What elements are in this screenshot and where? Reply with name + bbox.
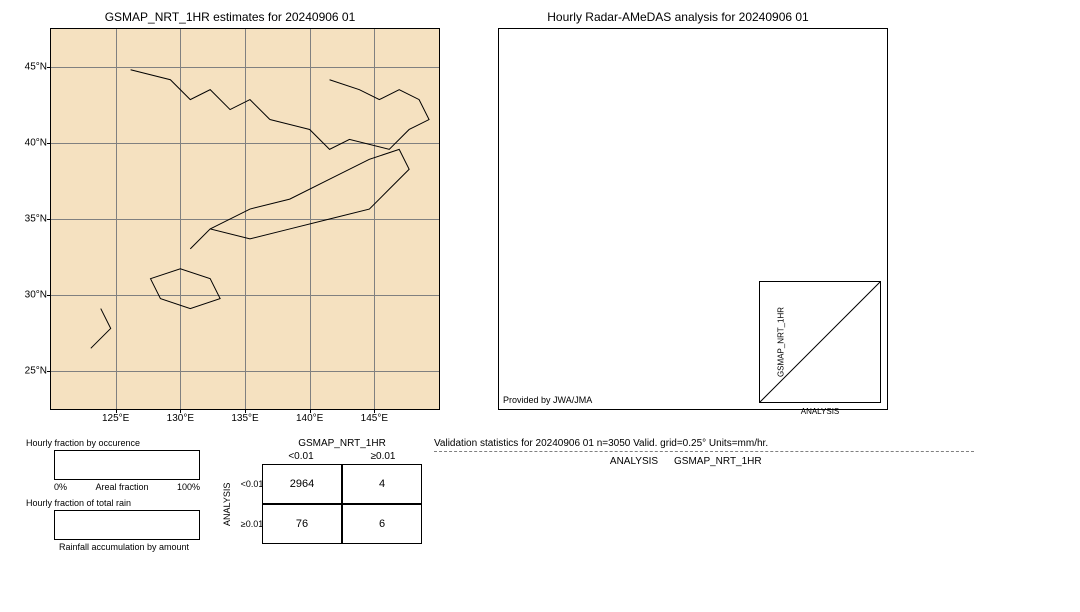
cont-cell-00: 2964 [262,464,342,504]
right-map-panel: Hourly Radar-AMeDAS analysis for 2024090… [458,10,898,430]
validation-left-table: ANALYSIS GSMAP_NRT_1HR [434,454,754,469]
contingency-xlabel: GSMAP_NRT_1HR [262,438,422,449]
validation-panel: Validation statistics for 20240906 01 n=… [434,438,974,598]
left-map-panel: GSMAP_NRT_1HR estimates for 20240906 01 … [10,10,450,430]
bar-charts-panel: Hourly fraction by occurence 0% Areal fr… [10,438,210,598]
right-map-title: Hourly Radar-AMeDAS analysis for 2024090… [458,10,898,24]
inset-xlabel: ANALYSIS [801,407,840,416]
total-caption: Rainfall accumulation by amount [10,542,210,552]
validation-scores [762,454,962,469]
lon-label: 125°E [102,413,129,424]
colorbar-panel [906,10,1006,430]
val-col-gsmap: GSMAP_NRT_1HR [674,454,754,469]
lat-label: 35°N [25,214,47,225]
val-col-analysis: ANALYSIS [594,454,674,469]
right-map-area: GSMAP_NRT_1HR ANALYSIS Provided by JWA/J… [498,28,888,410]
lat-label: 45°N [25,62,47,73]
left-map-area: 25°N30°N35°N40°N45°N125°E130°E135°E140°E… [50,28,440,410]
lon-label: 145°E [361,413,388,424]
lon-label: 140°E [296,413,323,424]
occ-tick-left: 0% [54,482,67,492]
contingency-ylabel: ANALYSIS [222,464,242,544]
colorbar [906,34,926,414]
validation-divider [434,451,974,452]
cont-col-0: <0.01 [262,451,340,462]
contingency-table: ANALYSIS <0.01 2964 4 ≥0.01 76 6 [222,464,422,544]
occurence-axis: 0% Areal fraction 100% [54,482,200,492]
inset-scatter-plot: GSMAP_NRT_1HR ANALYSIS [759,281,881,403]
total-title: Hourly fraction of total rain [10,498,210,508]
cont-cell-10: 76 [262,504,342,544]
total-barchart [54,510,200,540]
occ-axis-label: Areal fraction [95,482,148,492]
validation-title: Validation statistics for 20240906 01 n=… [434,438,974,449]
provided-by-label: Provided by JWA/JMA [503,395,592,405]
occurence-barchart [54,450,200,480]
lat-label: 40°N [25,138,47,149]
coastline-svg [51,29,439,409]
validation-grid: ANALYSIS GSMAP_NRT_1HR [434,454,974,469]
inset-diagonal-line [760,282,880,402]
lat-label: 30°N [25,290,47,301]
contingency-col-headers: <0.01 ≥0.01 [262,451,422,462]
lon-label: 135°E [231,413,258,424]
occurence-title: Hourly fraction by occurence [10,438,210,448]
contingency-panel: GSMAP_NRT_1HR <0.01 ≥0.01 ANALYSIS <0.01… [222,438,422,598]
cont-row-0: <0.01 [242,464,262,504]
occ-tick-right: 100% [177,482,200,492]
cont-row-1: ≥0.01 [242,504,262,544]
left-map-title: GSMAP_NRT_1HR estimates for 20240906 01 [10,10,450,24]
cont-cell-11: 6 [342,504,422,544]
cont-col-1: ≥0.01 [344,451,422,462]
lon-label: 130°E [167,413,194,424]
cont-cell-01: 4 [342,464,422,504]
lat-label: 25°N [25,366,47,377]
